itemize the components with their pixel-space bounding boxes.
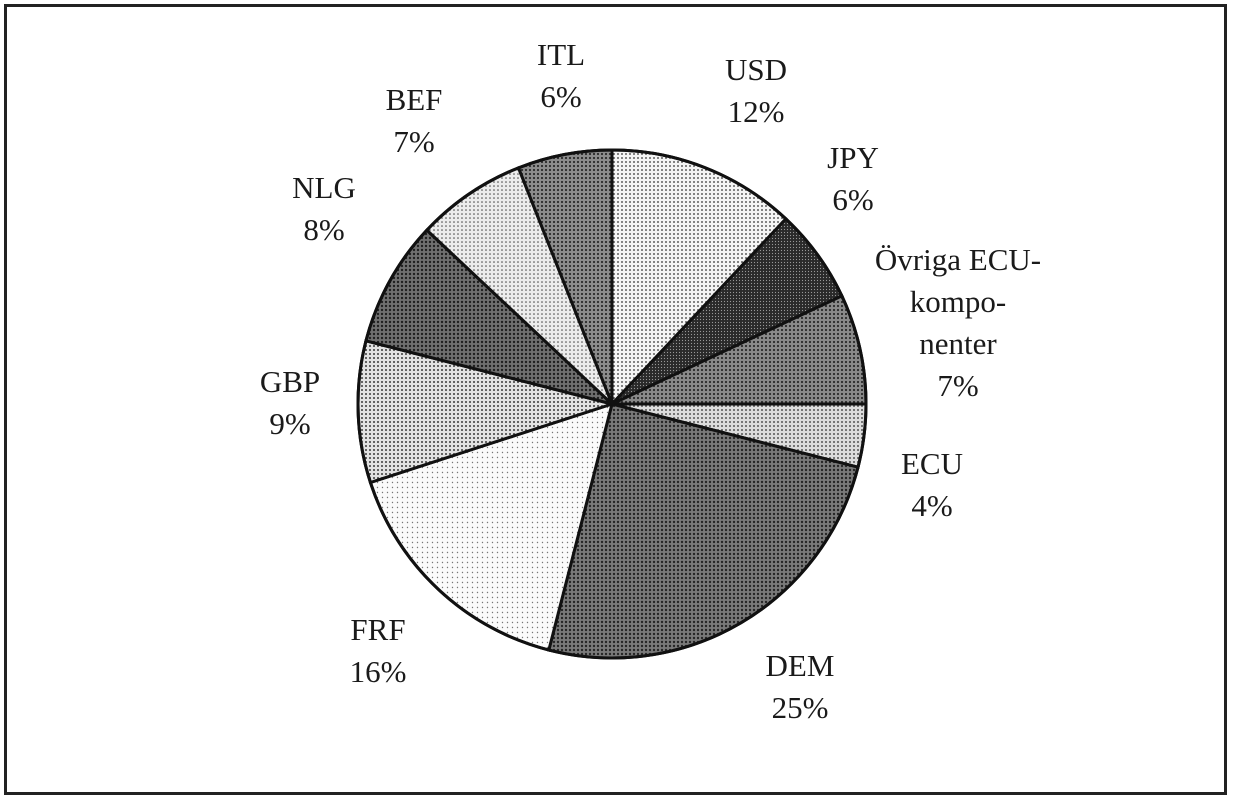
pie-outline <box>356 148 868 660</box>
slice-label-nlg: NLG 8% <box>292 170 356 247</box>
pie-labels: USD 12% JPY 6% Övriga ECU-kompo-nenter 7% ECU 4… <box>260 37 1041 725</box>
slice-label-jpy: JPY 6% <box>827 140 879 217</box>
slice-label-itl: ITL 6% <box>537 37 585 114</box>
slice-label-dem: DEM 25% <box>766 648 835 725</box>
slice-label--vriga-ecu-komponenter: Övriga ECU-kompo-nenter 7% <box>875 242 1041 403</box>
slice-label-gbp: GBP 9% <box>260 364 320 441</box>
slice-label-ecu: ECU 4% <box>901 446 963 523</box>
slice-label-frf: FRF 16% <box>350 612 407 689</box>
slice-label-bef: BEF 7% <box>386 82 443 159</box>
pie-slices <box>356 148 868 660</box>
slice-label-usd: USD 12% <box>725 52 787 129</box>
